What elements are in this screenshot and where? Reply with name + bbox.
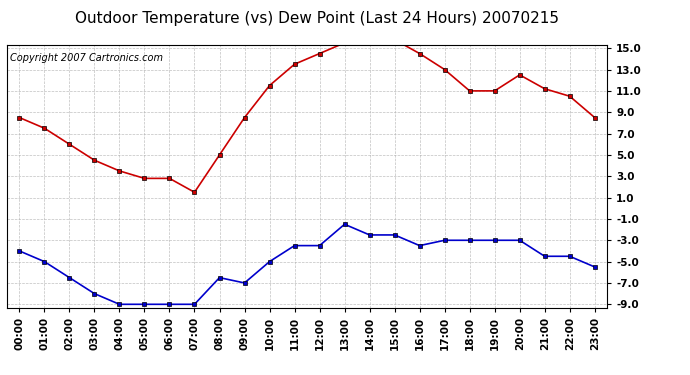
Text: Copyright 2007 Cartronics.com: Copyright 2007 Cartronics.com: [10, 53, 163, 63]
Text: Outdoor Temperature (vs) Dew Point (Last 24 Hours) 20070215: Outdoor Temperature (vs) Dew Point (Last…: [75, 11, 560, 26]
